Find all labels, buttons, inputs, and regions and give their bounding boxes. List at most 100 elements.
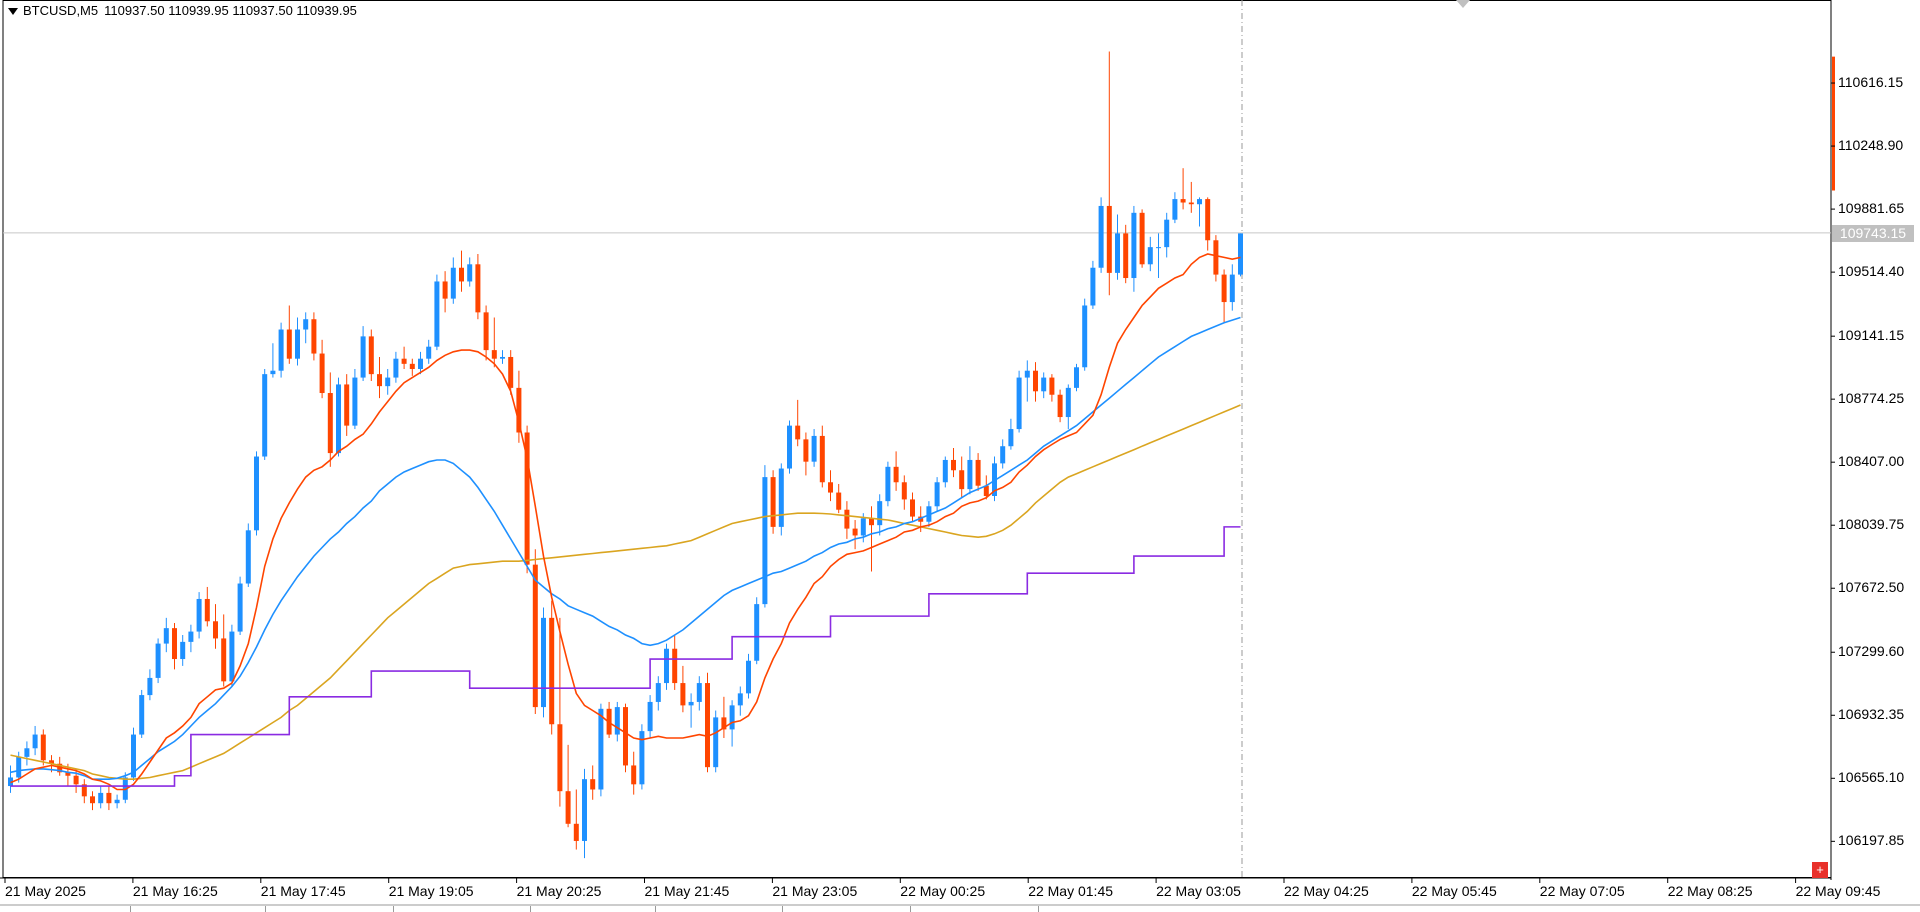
candle — [967, 446, 973, 495]
candle-body — [1090, 267, 1096, 306]
candle-body — [229, 631, 235, 682]
candle-body — [795, 425, 801, 440]
candle-body — [385, 377, 391, 387]
candle — [762, 465, 768, 608]
candle-body — [16, 756, 22, 778]
candle — [1024, 360, 1030, 402]
candle-body — [163, 628, 169, 644]
candle — [459, 250, 464, 292]
time-tick-label: 21 May 2025 — [5, 883, 86, 899]
candle — [737, 686, 743, 716]
candle — [795, 399, 801, 447]
price-tick-label: 108774.25 — [1838, 390, 1905, 407]
candle-body — [1000, 446, 1006, 464]
candle-body — [737, 693, 743, 706]
candle-body — [664, 648, 669, 684]
candle — [114, 794, 120, 809]
add-plus-icon[interactable]: + — [1812, 862, 1828, 878]
time-tick-label: 22 May 01:45 — [1028, 883, 1114, 899]
candle-body — [819, 435, 825, 483]
candle — [639, 724, 645, 790]
candle-body — [1123, 233, 1129, 279]
candle-body — [295, 329, 300, 359]
candle — [1131, 205, 1137, 292]
candle-body — [1033, 370, 1038, 392]
candle-body — [237, 583, 243, 632]
time-tick-label: 21 May 20:25 — [516, 883, 602, 899]
ma-mid-line — [10, 316, 1241, 781]
candle — [1049, 374, 1055, 402]
candle-body — [942, 459, 948, 483]
candle-body — [139, 695, 145, 735]
candle — [450, 257, 456, 304]
candle-body — [803, 439, 809, 462]
tab-divider — [130, 906, 131, 912]
candle — [557, 617, 563, 807]
candle — [278, 322, 284, 378]
time-tick-label: 22 May 00:25 — [900, 883, 986, 899]
candle-body — [352, 377, 358, 426]
candle — [319, 339, 325, 399]
candle — [163, 617, 169, 653]
candle-body — [860, 518, 866, 536]
tab-divider — [1038, 906, 1039, 912]
candle — [614, 701, 620, 742]
candle-body — [811, 435, 817, 462]
candle — [598, 703, 604, 797]
candle-body — [647, 701, 653, 732]
candle-body — [303, 319, 309, 330]
candle — [188, 624, 194, 653]
candle-body — [245, 530, 251, 584]
candle-body — [696, 683, 702, 702]
candle — [885, 461, 891, 507]
time-tick-label: 21 May 17:45 — [260, 883, 346, 899]
candle — [377, 356, 382, 399]
price-tick-label: 108407.00 — [1838, 453, 1905, 470]
candle-body — [327, 393, 333, 454]
candle-body — [828, 482, 833, 493]
candle-body — [401, 358, 407, 364]
candle — [1188, 181, 1194, 213]
candle-body — [1041, 377, 1047, 392]
candle-body — [541, 617, 546, 708]
time-tick-label: 22 May 04:25 — [1284, 883, 1369, 899]
candle-body — [467, 264, 473, 282]
candle-body — [442, 281, 448, 299]
candle — [1164, 212, 1170, 258]
candle-body — [360, 336, 366, 378]
candle-body — [713, 717, 719, 768]
candle-body — [778, 468, 784, 527]
candle-body — [672, 648, 678, 684]
candle — [40, 729, 46, 766]
candle-body — [623, 707, 628, 766]
candle-body — [254, 456, 259, 531]
candle — [467, 257, 473, 287]
candle-body — [98, 792, 104, 804]
collapse-triangle-icon[interactable] — [8, 8, 18, 16]
tab-divider — [782, 906, 783, 912]
candle-body — [24, 748, 30, 757]
candle — [426, 339, 432, 364]
candle — [516, 370, 522, 443]
time-tick-label: 21 May 16:25 — [132, 883, 218, 899]
candle — [590, 765, 596, 800]
candle-body — [106, 792, 112, 804]
tab-divider — [530, 906, 531, 912]
candle — [647, 695, 653, 738]
candle — [172, 622, 177, 670]
candle-body — [893, 466, 899, 483]
candle — [844, 501, 850, 539]
candle-body — [598, 708, 604, 790]
price-tick-label: 107672.50 — [1838, 579, 1905, 596]
tab-divider — [265, 906, 266, 912]
price-range-bar — [1832, 56, 1835, 191]
candle — [787, 420, 792, 474]
time-tick-label: 22 May 08:25 — [1667, 883, 1753, 899]
candle — [524, 425, 530, 574]
candle — [1065, 384, 1071, 430]
plot-border — [2, 0, 1832, 878]
candle-body — [639, 731, 645, 785]
candle-body — [459, 267, 464, 282]
candle — [901, 475, 907, 510]
